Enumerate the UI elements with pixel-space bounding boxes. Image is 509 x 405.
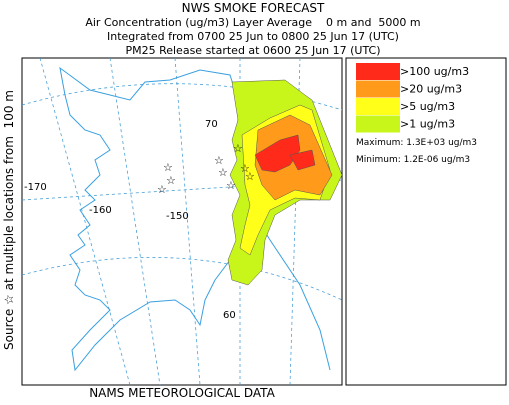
subtitle: Air Concentration (ug/m3) Layer Average …	[85, 16, 420, 29]
source-markers: ☆☆☆ ☆☆☆ ☆☆☆	[157, 142, 255, 196]
legend-label: >20 ug/m3	[400, 83, 462, 96]
svg-text:☆: ☆	[166, 174, 176, 187]
svg-text:☆: ☆	[214, 154, 224, 167]
legend-label: >100 ug/m3	[400, 65, 469, 78]
legend-maximum: Maximum: 1.3E+03 ug/m3	[356, 138, 477, 148]
svg-text:☆: ☆	[157, 183, 167, 196]
footer: NAMS METEOROLOGICAL DATA	[89, 386, 275, 400]
legend: >100 ug/m3 >20 ug/m3 >5 ug/m3 >1 ug/m3 Maxi…	[345, 57, 507, 386]
svg-text:☆: ☆	[163, 161, 173, 174]
legend-swatch	[356, 98, 400, 115]
svg-text:☆: ☆	[233, 142, 243, 155]
legend-minimum: Minimum: 1.2E-06 ug/m3	[356, 155, 470, 165]
legend-swatch	[356, 63, 400, 80]
subtitle: Integrated from 0700 25 Jun to 0800 25 J…	[107, 30, 399, 43]
map: ☆☆☆ ☆☆☆ ☆☆☆ 70 -170 -160 -150 60	[21, 57, 343, 386]
legend-label: >5 ug/m3	[400, 100, 455, 113]
grid-label: -170	[24, 182, 47, 193]
grid-label: -150	[166, 211, 189, 222]
svg-text:☆: ☆	[240, 162, 250, 175]
svg-text:☆: ☆	[218, 166, 228, 179]
legend-label: >1 ug/m3	[400, 118, 455, 131]
subtitle: PM25 Release started at 0600 25 Jun 17 (…	[125, 44, 380, 57]
source-label: Source ☆ at multiple locations from 100 …	[2, 90, 16, 350]
title: NWS SMOKE FORECAST	[182, 1, 325, 15]
grid-label: 60	[223, 310, 236, 321]
legend-swatch	[356, 115, 400, 133]
grid-label: -160	[89, 205, 112, 216]
smoke-plume	[227, 79, 342, 286]
grid-label: 70	[205, 119, 218, 130]
legend-swatch	[356, 80, 400, 98]
svg-text:☆: ☆	[226, 179, 236, 192]
svg-text:☆: ☆	[245, 170, 255, 183]
